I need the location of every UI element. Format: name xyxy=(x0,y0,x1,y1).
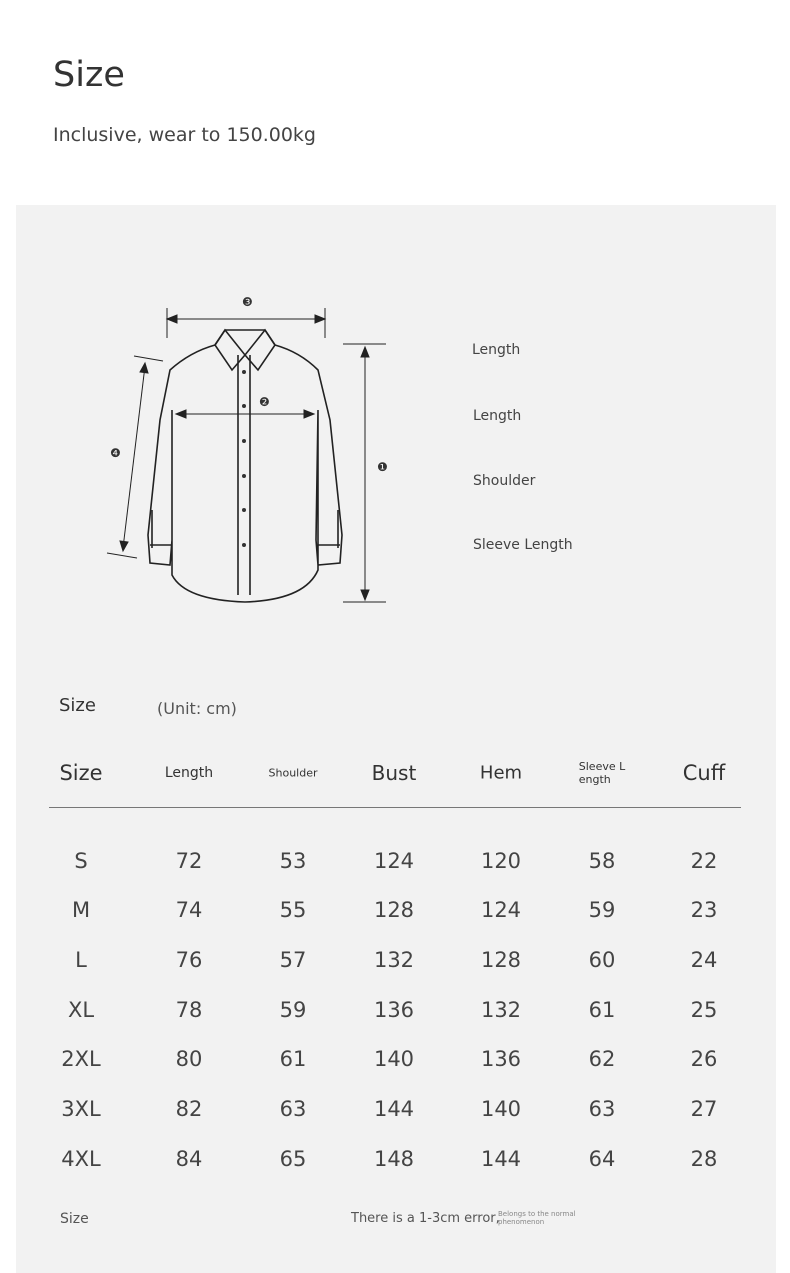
table-cell: 82 xyxy=(175,1097,203,1121)
table-cell: 136 xyxy=(373,998,415,1022)
table-caption: Size xyxy=(59,695,96,716)
table-cell: 3XL xyxy=(61,1097,101,1121)
table-cell: 23 xyxy=(690,898,718,922)
table-cell: 61 xyxy=(279,1047,307,1071)
table-cell: 58 xyxy=(588,849,616,873)
table-cell: 144 xyxy=(480,1147,522,1171)
diagram-label-shoulder: Shoulder xyxy=(473,473,536,489)
table-cell: 64 xyxy=(588,1147,616,1171)
table-cell: 59 xyxy=(588,898,616,922)
table-cell: 128 xyxy=(373,898,415,922)
table-cell: 74 xyxy=(175,898,203,922)
table-cell: 26 xyxy=(690,1047,718,1071)
table-cell: 61 xyxy=(588,998,616,1022)
table-cell: 57 xyxy=(279,948,307,972)
shirt-diagram xyxy=(106,308,386,603)
column-header: Bust xyxy=(371,761,417,785)
table-cell: 120 xyxy=(480,849,522,873)
table-cell: 124 xyxy=(480,898,522,922)
marker-4: ❹ xyxy=(110,446,121,460)
marker-3: ❸ xyxy=(242,295,253,309)
column-header: Hem xyxy=(479,762,523,784)
table-cell: 63 xyxy=(588,1097,616,1121)
diagram-label-length-2: Length xyxy=(473,408,522,424)
table-cell: XL xyxy=(67,998,95,1022)
table-cell: 76 xyxy=(175,948,203,972)
table-cell: 22 xyxy=(690,849,718,873)
table-cell: 72 xyxy=(175,849,203,873)
column-header: Size xyxy=(59,761,103,785)
table-cell: 144 xyxy=(373,1097,415,1121)
column-header: Cuff xyxy=(682,761,726,785)
error-note-small: Belongs to the normal phenomenon xyxy=(498,1210,576,1226)
table-cell: 25 xyxy=(690,998,718,1022)
column-header: Shoulder xyxy=(268,766,318,780)
table-cell: 28 xyxy=(690,1147,718,1171)
table-cell: 136 xyxy=(480,1047,522,1071)
header-divider xyxy=(49,807,741,808)
table-cell: 140 xyxy=(373,1047,415,1071)
diagram-label-sleeve: Sleeve Length xyxy=(473,537,573,553)
table-cell: 148 xyxy=(373,1147,415,1171)
marker-1: ❶ xyxy=(377,460,388,474)
table-cell: 140 xyxy=(480,1097,522,1121)
column-header: Length xyxy=(164,765,214,781)
table-cell: 60 xyxy=(588,948,616,972)
table-cell: 4XL xyxy=(61,1147,101,1171)
table-cell: L xyxy=(75,948,87,972)
page-title: Size xyxy=(53,55,125,95)
table-cell: 84 xyxy=(175,1147,203,1171)
table-cell: 24 xyxy=(690,948,718,972)
page-subtitle: Inclusive, wear to 150.00kg xyxy=(53,124,316,146)
table-cell: 80 xyxy=(175,1047,203,1071)
table-cell: 132 xyxy=(373,948,415,972)
table-cell: 132 xyxy=(480,998,522,1022)
table-cell: 2XL xyxy=(61,1047,101,1071)
footer-size-label: Size xyxy=(60,1211,89,1227)
table-cell: 62 xyxy=(588,1047,616,1071)
table-cell: 55 xyxy=(279,898,307,922)
diagram-label-length: Length xyxy=(472,342,521,358)
error-note: There is a 1-3cm error, xyxy=(351,1211,500,1226)
table-cell: 65 xyxy=(279,1147,307,1171)
unit-label: (Unit: cm) xyxy=(157,699,237,718)
table-cell: 53 xyxy=(279,849,307,873)
table-cell: 124 xyxy=(373,849,415,873)
table-cell: 59 xyxy=(279,998,307,1022)
marker-2: ❷ xyxy=(259,395,270,409)
table-cell: 128 xyxy=(480,948,522,972)
table-cell: M xyxy=(71,898,91,922)
table-cell: 27 xyxy=(690,1097,718,1121)
table-cell: 63 xyxy=(279,1097,307,1121)
table-cell: S xyxy=(74,849,88,873)
table-cell: 78 xyxy=(175,998,203,1022)
column-header: Sleeve L ength xyxy=(578,760,626,786)
